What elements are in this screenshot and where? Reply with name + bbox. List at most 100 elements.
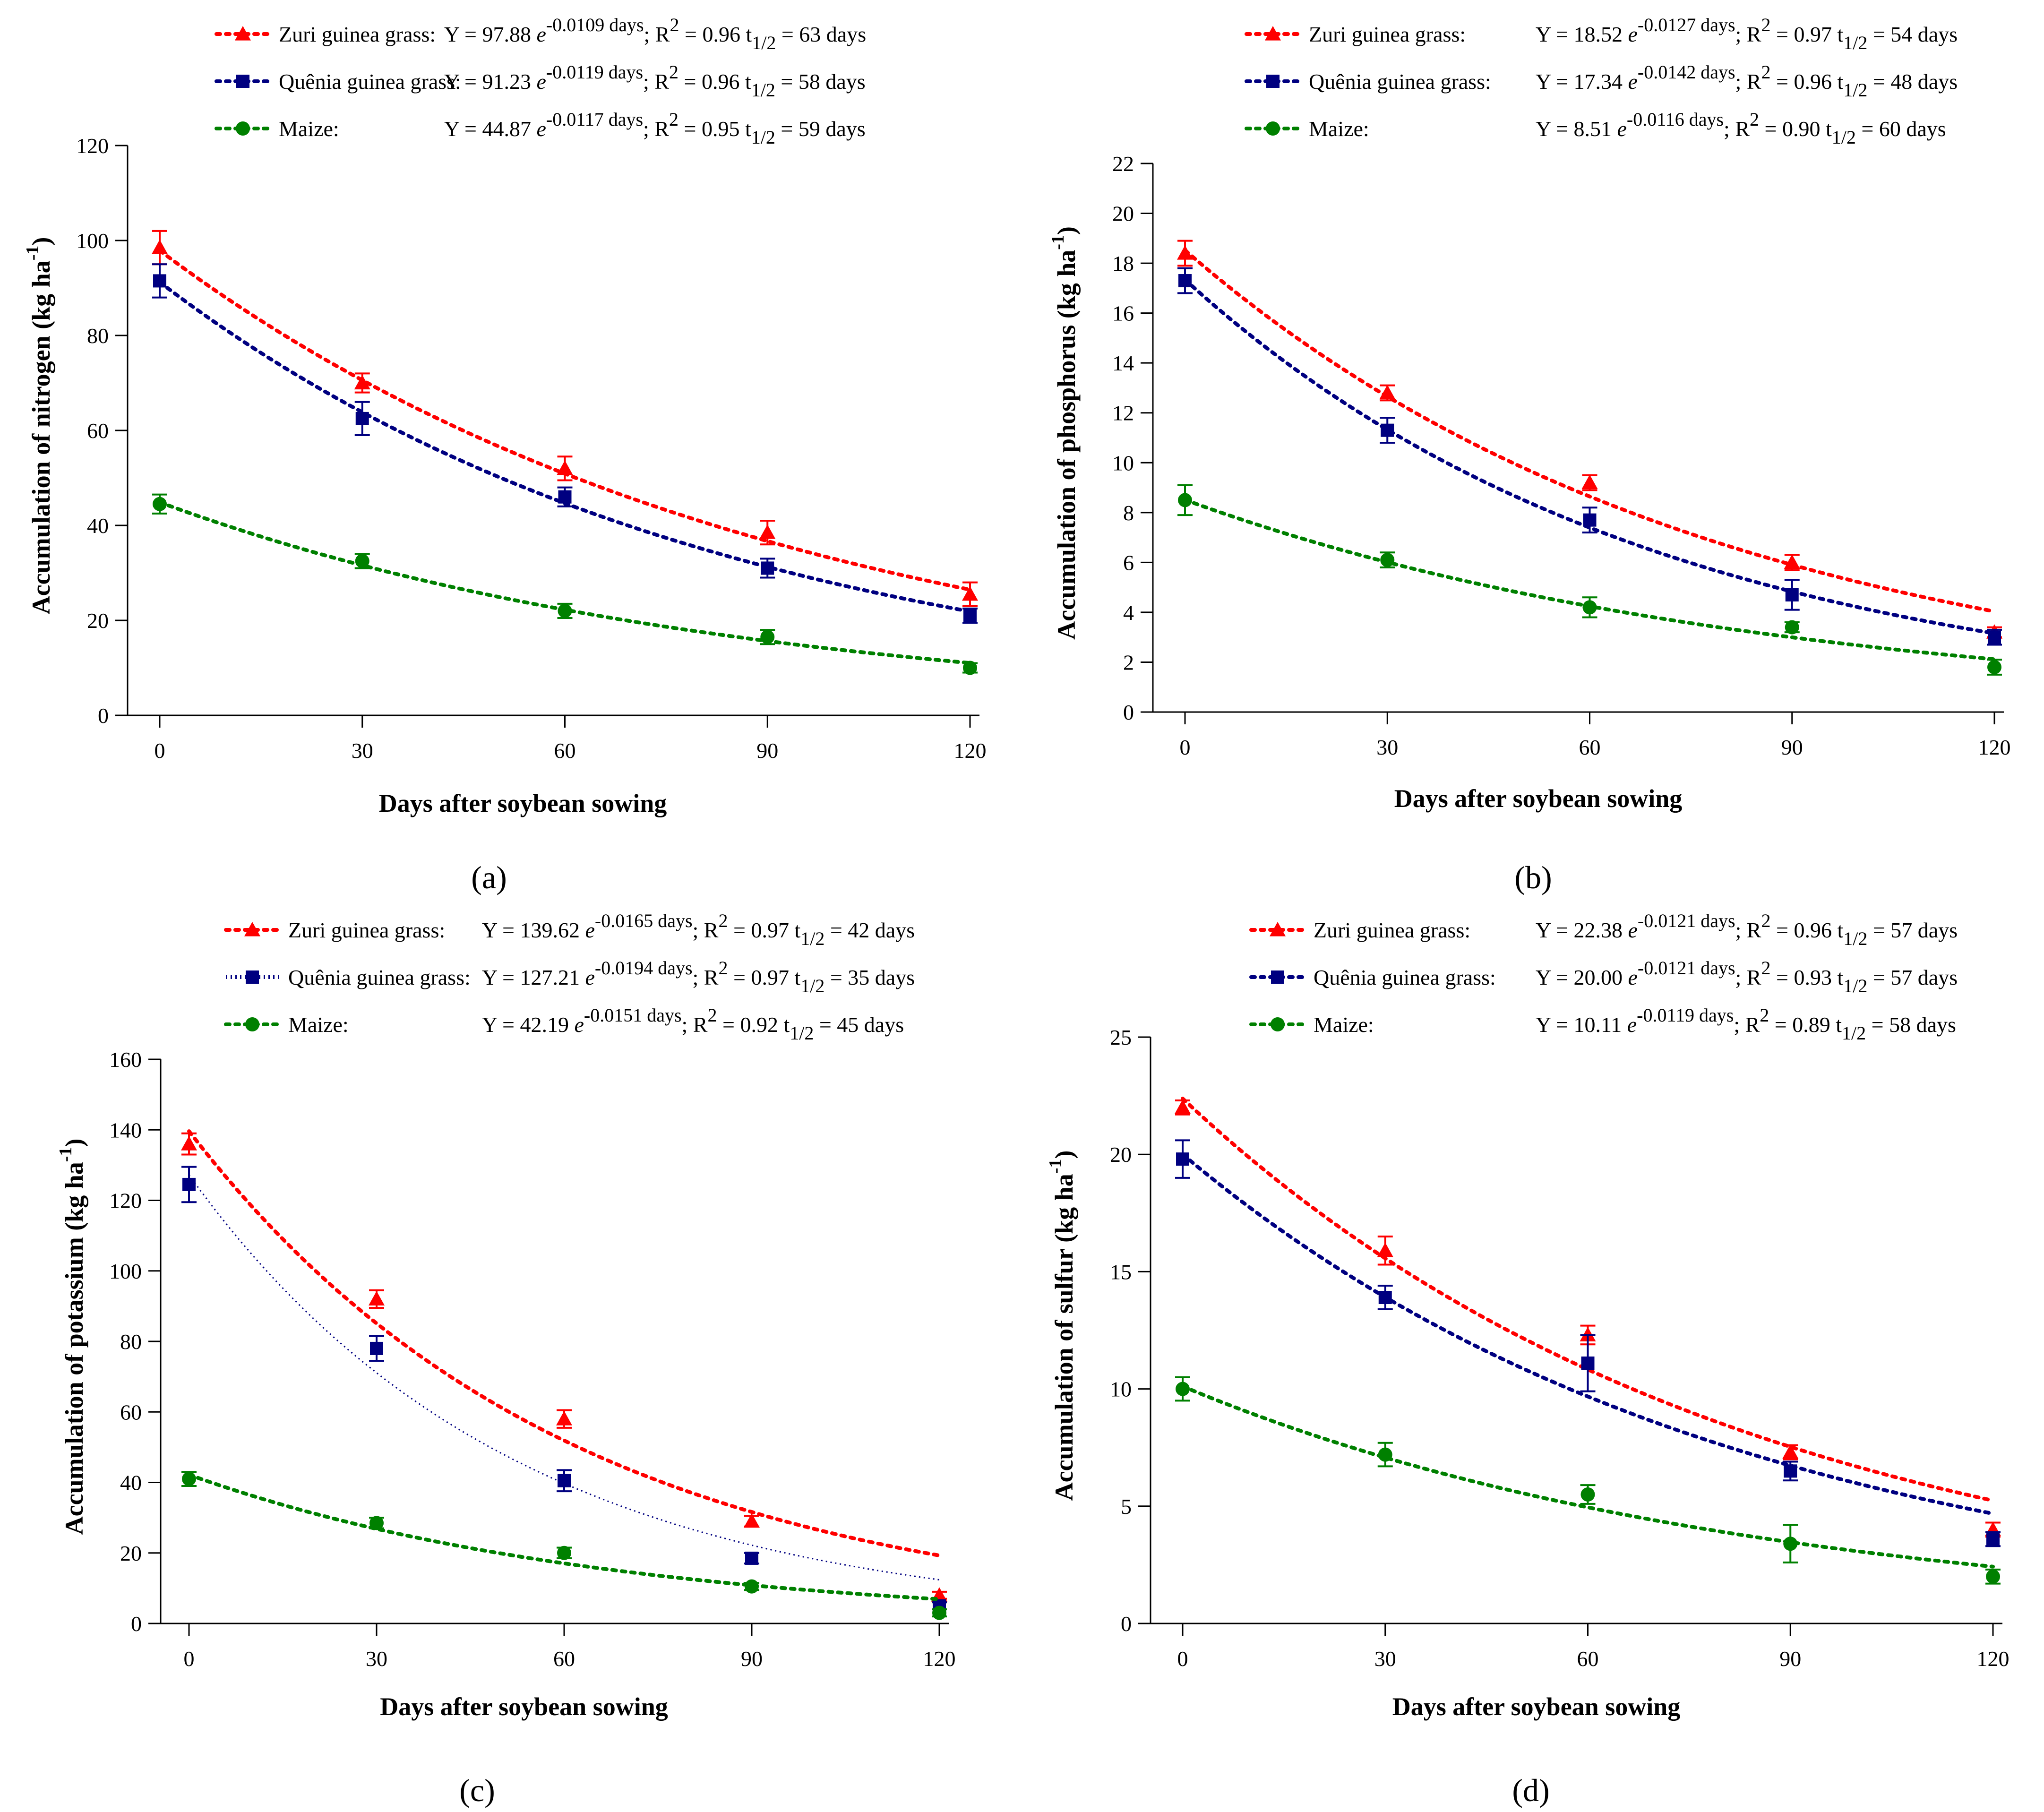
equation-r2-sup: 2 [719, 910, 728, 931]
equation-r2-value: = 0.93 t [1771, 965, 1844, 989]
y-tick-label: 40 [120, 1471, 142, 1495]
equation-exponent: -0.0121 days [1638, 910, 1735, 931]
y-tick-label: 25 [1110, 1025, 1132, 1049]
y-tick-label: 0 [131, 1612, 142, 1636]
y-axis-label: Accumulation of nitrogen (kg ha-1) [23, 237, 55, 615]
fit-curve-zuri [1181, 1097, 1995, 1503]
equation-r2-sup: 2 [1761, 957, 1771, 979]
equation-half-sub: 1/2 [1832, 127, 1856, 148]
point-maize [1582, 600, 1597, 615]
equation-prefix: Y = 42.19 [482, 1013, 569, 1037]
fit-curve-maize [1181, 1384, 1995, 1569]
series-maize: Maize: Y = 10.11 e-0.0119 days; R2 = 0.89… [1175, 1005, 2001, 1585]
equation-r2-sup: 2 [669, 61, 678, 83]
legend-name-zuri: Zuri guinea grass: [1314, 918, 1470, 942]
equation-prefix: Y = 8.51 [1536, 117, 1612, 141]
equation-r2-sup: 2 [708, 1005, 717, 1026]
equation-half-life: = 59 days [775, 117, 866, 141]
equation-e: e [1623, 965, 1638, 989]
legend-marker-maize [245, 1017, 259, 1031]
legend-marker-quenia [236, 75, 249, 88]
fit-curve-zuri [158, 249, 972, 592]
fit-curve-maize [158, 500, 972, 665]
legend-marker-maize [1271, 1017, 1285, 1031]
point-zuri [181, 1136, 197, 1151]
y-tick-label: 15 [1110, 1260, 1132, 1284]
y-axis-label-close: ) [1050, 1151, 1078, 1159]
x-tick-label: 90 [1781, 735, 1803, 759]
legend-name-maize: Maize: [1314, 1013, 1374, 1037]
y-tick-label: 6 [1123, 550, 1134, 575]
y-tick-label: 100 [76, 229, 109, 253]
equation-half-life: = 58 days [1866, 1013, 1956, 1037]
equation-prefix: Y = 22.38 [1536, 918, 1623, 942]
x-tick-label: 0 [1177, 1647, 1188, 1671]
y-axis-label: Accumulation of phosphorus (kg ha-1) [1048, 226, 1081, 640]
equation-r2-value: = 0.97 t [728, 965, 801, 989]
equation-r2-sup: 2 [1750, 109, 1759, 130]
equation-r2: ; R [644, 22, 670, 46]
panel-label: (b) [1514, 859, 1552, 895]
point-zuri [354, 375, 370, 390]
equation-r2-sup: 2 [670, 14, 679, 35]
point-zuri [369, 1291, 385, 1306]
point-quenia [1784, 1464, 1797, 1478]
x-tick-label: 90 [1779, 1647, 1801, 1671]
x-tick-label: 0 [155, 739, 165, 763]
equation-r2: ; R [1734, 1013, 1760, 1037]
legend-equation-quenia: Y = 127.21 e-0.0194 days; R2 = 0.97 t1/2… [482, 957, 915, 996]
point-zuri [744, 1513, 760, 1528]
y-tick-label: 4 [1123, 601, 1134, 625]
x-tick-label: 30 [1374, 1647, 1396, 1671]
equation-half-sub: 1/2 [1843, 32, 1867, 53]
y-axis-label-close: ) [27, 237, 55, 246]
legend-name-zuri: Zuri guinea grass: [288, 918, 445, 942]
point-zuri [1581, 474, 1598, 489]
point-quenia [1986, 1532, 2000, 1546]
y-axis-label-close: ) [60, 1139, 88, 1147]
y-tick-label: 20 [120, 1541, 142, 1565]
y-tick-label: 80 [87, 324, 109, 348]
x-tick-label: 0 [184, 1647, 195, 1671]
x-tick-label: 0 [1180, 735, 1191, 759]
y-tick-label: 60 [120, 1400, 142, 1424]
equation-exponent: -0.0121 days [1638, 957, 1735, 979]
legend-marker-zuri [244, 922, 260, 936]
point-quenia [153, 274, 166, 288]
equation-r2-value: = 0.97 t [1771, 22, 1844, 46]
legend-equation-maize: Y = 8.51 e-0.0116 days; R2 = 0.90 t1/2 =… [1536, 109, 1946, 148]
y-tick-label: 140 [109, 1118, 142, 1142]
fit-curve-zuri [187, 1129, 941, 1558]
legend-marker-quenia [1266, 75, 1280, 88]
legend-name-quenia: Quênia guinea grass: [1309, 69, 1491, 94]
equation-r2-value: = 0.97 t [728, 918, 801, 942]
equation-e: e [1612, 117, 1627, 141]
equation-e: e [531, 117, 546, 141]
point-quenia [1381, 423, 1394, 437]
fit-curve-maize [187, 1473, 941, 1601]
legend-equation-quenia: Y = 91.23 e-0.0119 days; R2 = 0.96 t1/2 … [444, 61, 866, 101]
equation-prefix: Y = 10.11 [1536, 1013, 1622, 1037]
equation-half-sub: 1/2 [800, 975, 824, 996]
point-zuri [1782, 1444, 1799, 1459]
point-maize [745, 1579, 759, 1594]
series-maize: Maize: Y = 44.87 e-0.0117 days; R2 = 0.95… [152, 109, 978, 675]
equation-r2-value: = 0.96 t [679, 22, 752, 46]
y-tick-label: 20 [1110, 1142, 1132, 1167]
equation-r2: ; R [1735, 22, 1761, 46]
y-tick-label: 0 [1123, 700, 1134, 724]
y-tick-label: 14 [1112, 351, 1134, 375]
y-tick-label: 120 [76, 134, 109, 158]
x-tick-label: 90 [741, 1647, 763, 1671]
point-quenia [558, 490, 572, 504]
series-quenia: Quênia guinea grass: Y = 20.00 e-0.0121 d… [1175, 957, 2001, 1547]
legend-marker-maize [236, 121, 250, 136]
equation-half-life: = 48 days [1867, 69, 1958, 94]
point-quenia [761, 561, 774, 575]
point-quenia [182, 1177, 196, 1191]
equation-exponent: -0.0151 days [584, 1005, 682, 1026]
equation-half-sub: 1/2 [1843, 928, 1867, 949]
y-axis-label-superscript: -1 [56, 1147, 76, 1162]
legend-name-quenia: Quênia guinea grass: [279, 69, 461, 94]
y-tick-label: 2 [1123, 650, 1134, 674]
